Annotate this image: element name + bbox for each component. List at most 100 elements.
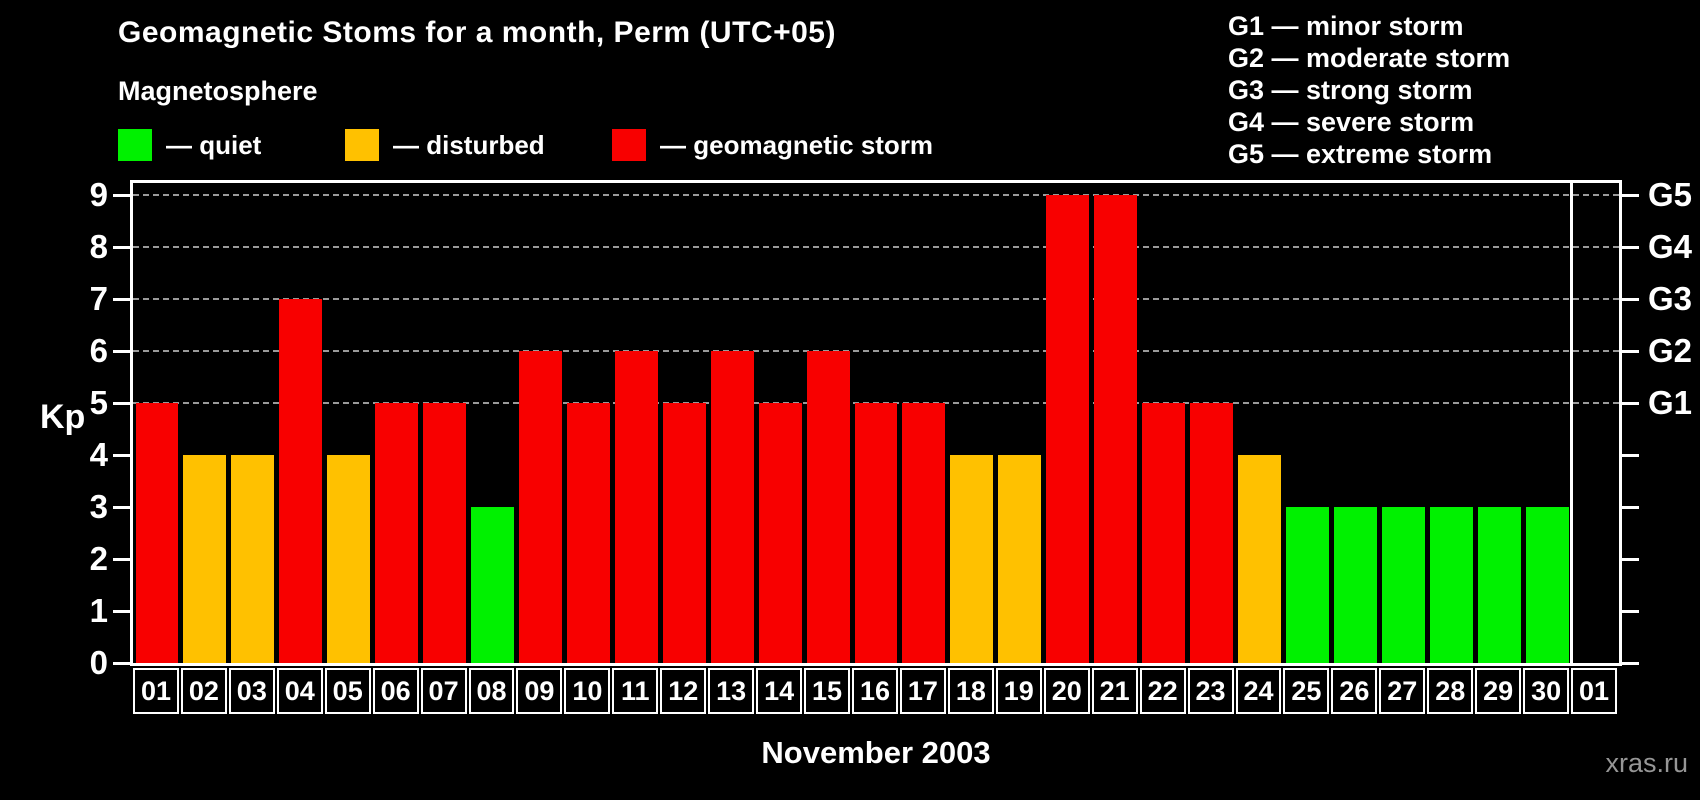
day-label-19: 19 — [995, 668, 1042, 714]
plot-area — [130, 180, 1622, 666]
y-axis-tick-label-6: 6 — [89, 332, 108, 369]
gridline-kp-6 — [133, 350, 1619, 352]
x-axis-title: November 2003 — [761, 735, 991, 770]
day-label-06: 06 — [372, 668, 419, 714]
gridline-kp-7 — [133, 298, 1619, 300]
gridline-kp-8 — [133, 246, 1619, 248]
kp-bar-day-07 — [423, 403, 467, 663]
kp-bar-day-12 — [662, 403, 706, 663]
day-label-24: 24 — [1235, 668, 1282, 714]
day-label-16: 16 — [852, 668, 898, 714]
kp-bar-day-16 — [854, 403, 898, 663]
g-scale-line-2: G2 — moderate storm — [1228, 43, 1511, 73]
y-axis-tick-2 — [113, 557, 130, 561]
y-axis-tick-3 — [113, 505, 130, 509]
legend-item-disturbed: — disturbed — [345, 128, 545, 162]
day-label-14: 14 — [756, 668, 803, 714]
y-axis-tick-5 — [113, 401, 130, 405]
kp-bar-day-26 — [1333, 507, 1377, 663]
kp-bar-day-06 — [375, 403, 419, 663]
day-label-21: 21 — [1091, 668, 1138, 714]
day-label-27: 27 — [1379, 668, 1426, 714]
y-axis-tick-label-9: 9 — [89, 176, 108, 213]
y-axis-tick-label-1: 1 — [89, 592, 108, 629]
right-axis-tick-8 — [1622, 245, 1639, 249]
kp-bar-day-23 — [1190, 403, 1233, 663]
kp-bar-day-02 — [183, 455, 227, 663]
right-axis-tick-6 — [1622, 349, 1639, 353]
y-axis-tick-1 — [113, 609, 130, 613]
day-label-10: 10 — [564, 668, 611, 714]
legend-item-label: — disturbed — [393, 129, 545, 160]
day-label-04: 04 — [276, 668, 323, 714]
kp-bar-day-28 — [1429, 507, 1473, 663]
day-label-29: 29 — [1475, 668, 1522, 714]
right-axis-tick-2 — [1622, 557, 1639, 561]
y-axis-tick-8 — [113, 245, 130, 249]
kp-bar-day-24 — [1238, 455, 1281, 663]
kp-bar-day-04 — [279, 299, 323, 663]
legend-item-quiet: — quiet — [118, 128, 261, 162]
gridline-kp-9 — [133, 194, 1619, 196]
day-label-26: 26 — [1331, 668, 1378, 714]
day-label-25: 25 — [1283, 668, 1330, 714]
day-label-02: 02 — [180, 668, 227, 714]
y-axis-tick-label-2: 2 — [89, 540, 108, 577]
day-label-03: 03 — [228, 668, 275, 714]
kp-bar-day-19 — [998, 455, 1042, 663]
chart-title: Geomagnetic Stoms for a month, Perm (UTC… — [118, 16, 836, 49]
day-label-07: 07 — [420, 668, 467, 714]
right-axis-tick-7 — [1622, 297, 1639, 301]
day-label-05: 05 — [324, 668, 371, 714]
day-label-28: 28 — [1427, 668, 1474, 714]
y-axis-tick-label-0: 0 — [89, 644, 108, 681]
day-label-12: 12 — [660, 668, 707, 714]
kp-bar-day-05 — [327, 455, 371, 663]
right-axis-label-g1: G1 — [1648, 384, 1693, 421]
quiet-color-swatch — [118, 129, 152, 161]
day-label-01: 01 — [133, 668, 179, 714]
right-axis-tick-4 — [1622, 453, 1639, 457]
kp-bar-day-18 — [950, 455, 994, 663]
disturbed-color-swatch — [345, 129, 379, 161]
kp-bar-day-30 — [1525, 507, 1569, 663]
kp-bar-day-20 — [1046, 195, 1090, 663]
y-axis-tick-label-5: 5 — [89, 384, 108, 421]
right-axis-tick-9 — [1622, 193, 1639, 197]
y-axis-tick-label-4: 4 — [89, 436, 108, 473]
day-label-18: 18 — [947, 668, 994, 714]
g-scale-legend: G1 — minor storm G2 — moderate storm G3 — … — [1228, 10, 1510, 170]
day-label-22: 22 — [1139, 668, 1186, 714]
kp-bar-day-27 — [1381, 507, 1425, 663]
day-label-13: 13 — [708, 668, 755, 714]
kp-bar-day-15 — [806, 351, 850, 663]
g-scale-line-4: G4 — severe storm — [1228, 107, 1475, 137]
day-label-08: 08 — [468, 668, 515, 714]
kp-bar-day-14 — [758, 403, 802, 663]
kp-bar-day-03 — [231, 455, 275, 663]
kp-bar-day-01 — [135, 403, 179, 663]
kp-bar-day-09 — [518, 351, 562, 663]
kp-bar-day-21 — [1094, 195, 1138, 663]
y-axis-tick-label-8: 8 — [89, 228, 108, 265]
day-label-30: 30 — [1523, 668, 1570, 714]
y-axis-tick-4 — [113, 453, 130, 457]
right-axis-label-g4: G4 — [1648, 228, 1693, 265]
right-axis-tick-1 — [1622, 609, 1639, 613]
y-axis-tick-6 — [113, 349, 130, 353]
day-label-20: 20 — [1043, 668, 1090, 714]
kp-bar-day-13 — [710, 351, 754, 663]
kp-bar-day-25 — [1285, 507, 1329, 663]
right-axis-label-g3: G3 — [1648, 280, 1693, 317]
y-axis-tick-0 — [113, 661, 130, 665]
y-axis-label: Kp — [40, 398, 86, 436]
day-label-17: 17 — [899, 668, 946, 714]
watermark: xras.ru — [1605, 748, 1688, 778]
g-scale-line-5: G5 — extreme storm — [1228, 139, 1493, 169]
y-axis-tick-label-3: 3 — [89, 488, 108, 525]
kp-bar-day-22 — [1142, 403, 1186, 663]
g-scale-line-1: G1 — minor storm — [1228, 11, 1464, 41]
day-label-23: 23 — [1187, 668, 1234, 714]
geomagnetic-storm-color-swatch — [612, 129, 646, 161]
